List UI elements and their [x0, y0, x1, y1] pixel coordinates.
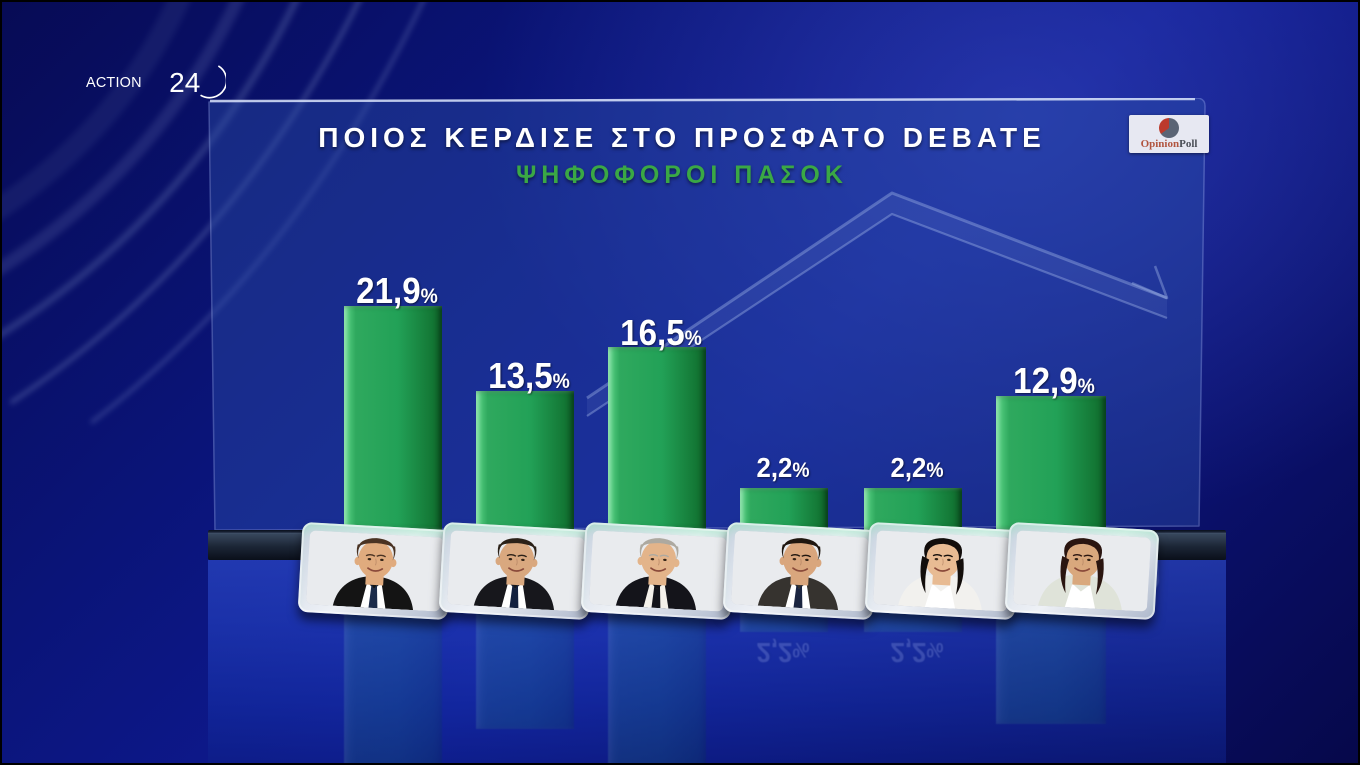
svg-text:24: 24 — [169, 67, 200, 98]
svg-text:ACTION: ACTION — [86, 75, 142, 91]
